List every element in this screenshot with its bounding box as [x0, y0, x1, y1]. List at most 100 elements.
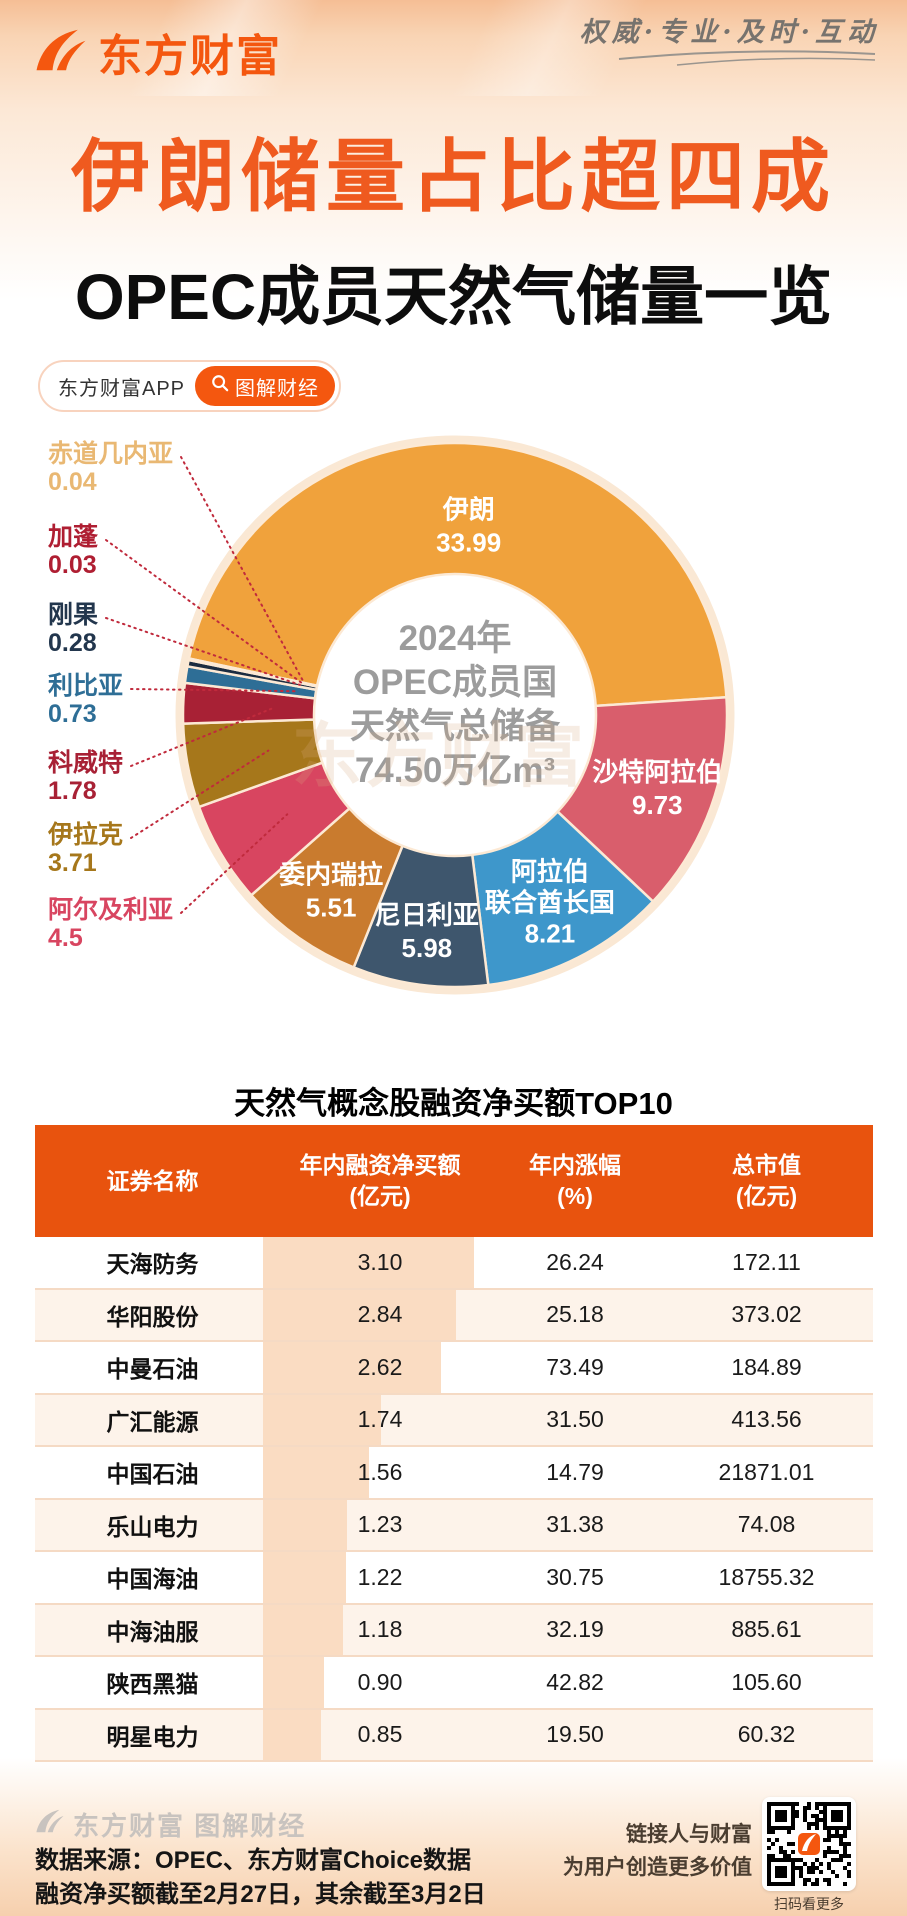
center-line-group: OPEC成员国 — [352, 663, 558, 702]
slice-label: 联合酋长国 — [485, 887, 615, 917]
center-line-metric: 天然气总储备 — [349, 707, 560, 746]
cell-market-cap: 184.89 — [731, 1353, 802, 1380]
slice-label: 5.51 — [306, 893, 357, 923]
table-row: 华阳股份 2.84 25.18 373.02 — [35, 1289, 873, 1342]
outside-label-11: 赤道几内亚 0.04 — [48, 440, 173, 496]
outside-label-6: 伊拉克 3.71 — [48, 821, 123, 877]
country-value: 0.73 — [48, 700, 97, 728]
table-title: 天然气概念股融资净买额TOP10 — [234, 1086, 673, 1121]
cell-net-buy: 3.10 — [357, 1248, 403, 1275]
table-row: 中国石油 1.56 14.79 21871.01 — [35, 1447, 873, 1500]
footer-slogan: 链接人与财富 为用户创造更多价值 — [520, 1818, 752, 1884]
search-icon — [211, 374, 229, 398]
leader-line-5 — [180, 813, 289, 914]
col-header-name: 证券名称 — [106, 1167, 199, 1194]
leader-line-8 — [130, 688, 298, 693]
footer-source-line1: 数据来源：OPEC、东方财富Choice数据 — [35, 1847, 472, 1874]
cell-market-cap: 172.11 — [732, 1248, 801, 1275]
country-value: 0.03 — [48, 551, 97, 579]
net-buy-bar — [263, 1447, 370, 1498]
table-row: 中海油服 1.18 32.19 885.61 — [35, 1604, 873, 1657]
cell-net-buy: 0.90 — [357, 1668, 403, 1695]
footer-brand: 东方财富 图解财经 — [35, 1806, 306, 1843]
brand-logo-text: 东方财富 — [98, 32, 282, 81]
table-row: 中曼石油 2.62 73.49 184.89 — [35, 1342, 873, 1395]
outside-label-7: 科威特 1.78 — [48, 749, 123, 805]
footer-source-line2: 融资净买额截至2月27日，其余截至3月2日 — [35, 1881, 486, 1908]
cell-stock-name: 广汇能源 — [106, 1408, 199, 1435]
center-line-year: 2024年 — [398, 619, 512, 658]
cell-market-cap: 21871.01 — [718, 1458, 815, 1485]
net-buy-bar — [263, 1709, 321, 1760]
country-value: 4.5 — [48, 924, 83, 952]
table-body: 天海防务 3.10 26.24 172.11 华阳股份 2.84 25.18 3… — [35, 1237, 873, 1762]
cell-net-buy: 1.22 — [357, 1563, 403, 1590]
leader-line-7 — [130, 706, 277, 767]
table-row: 明星电力 0.85 19.50 60.32 — [35, 1709, 873, 1762]
country-name: 伊拉克 — [48, 821, 124, 849]
cell-market-cap: 413.56 — [731, 1406, 802, 1433]
tag-badge-label: 图解财经 — [235, 377, 320, 400]
app-badge-label: 东方财富APP — [58, 377, 186, 400]
donut-center-text: 2024年 OPEC成员国 天然气总储备 74.50万亿m³ — [285, 617, 625, 793]
cell-stock-name: 中海油服 — [106, 1618, 199, 1645]
cell-change: 42.82 — [546, 1668, 604, 1695]
country-value: 0.04 — [48, 468, 97, 496]
country-name: 科威特 — [48, 749, 124, 777]
cell-net-buy: 0.85 — [357, 1721, 403, 1748]
pie-slice-4 — [250, 807, 404, 969]
qr-code — [762, 1797, 856, 1891]
col-header-net-buy: 年内融资净买额 (亿元) — [299, 1152, 461, 1209]
cell-change: 25.18 — [546, 1301, 604, 1328]
outside-label-5: 阿尔及利亚 4.5 — [48, 896, 173, 952]
table-row: 广汇能源 1.74 31.50 413.56 — [35, 1394, 873, 1447]
footer-brand-text: 东方财富 图解财经 — [73, 1811, 307, 1841]
app-badge: 东方财富APP 图解财经 — [38, 360, 342, 412]
leader-line-10 — [105, 539, 304, 685]
net-buy-bar — [263, 1499, 347, 1550]
tujie-caijing-button[interactable]: 图解财经 — [195, 366, 336, 406]
cell-stock-name: 中国石油 — [106, 1461, 199, 1488]
net-buy-bar — [263, 1342, 442, 1393]
net-buy-bar — [263, 1552, 346, 1603]
cell-net-buy: 1.23 — [357, 1511, 403, 1538]
net-buy-bar — [263, 1394, 382, 1445]
cell-change: 26.24 — [546, 1248, 604, 1275]
net-buy-bar — [263, 1604, 344, 1655]
cell-stock-name: 天海防务 — [106, 1251, 199, 1278]
col-header-market-cap: 总市值 (亿元) — [732, 1152, 801, 1209]
net-buy-bar — [263, 1237, 474, 1288]
center-line-total: 74.50万亿m³ — [354, 751, 556, 790]
cell-market-cap: 60.32 — [737, 1721, 796, 1748]
col-header-change: 年内涨幅 (%) — [529, 1152, 621, 1209]
leader-line-9 — [105, 617, 301, 686]
cell-market-cap: 74.08 — [737, 1511, 796, 1538]
country-name: 刚果 — [48, 601, 99, 629]
outside-label-9: 刚果 0.28 — [48, 601, 98, 657]
country-value: 0.28 — [48, 629, 97, 657]
slice-label: 9.73 — [632, 790, 683, 820]
pie-slice-2 — [471, 810, 655, 987]
country-name: 赤道几内亚 — [48, 440, 174, 468]
cell-change: 19.50 — [546, 1721, 604, 1748]
cell-market-cap: 105.60 — [731, 1668, 802, 1695]
slice-label: 8.21 — [525, 918, 576, 948]
cell-change: 32.19 — [546, 1616, 604, 1643]
headline-line1: 伊朗储量占比超四成 — [71, 132, 836, 221]
table-row: 中国海油 1.22 30.75 18755.32 — [35, 1552, 873, 1605]
cell-change: 14.79 — [546, 1458, 604, 1485]
slice-label: 伊朗 — [442, 494, 495, 524]
cell-stock-name: 中曼石油 — [106, 1356, 199, 1383]
cell-net-buy: 1.56 — [357, 1458, 403, 1485]
slice-label: 阿拉伯 — [511, 856, 589, 886]
cell-market-cap: 373.02 — [731, 1301, 802, 1328]
cell-change: 31.50 — [546, 1406, 604, 1433]
cell-stock-name: 中国海油 — [106, 1566, 199, 1593]
slice-label: 尼日利亚 — [375, 900, 479, 930]
net-buy-bar — [263, 1657, 325, 1708]
country-value: 1.78 — [48, 777, 97, 805]
country-value: 3.71 — [48, 849, 97, 877]
pie-slice-3 — [352, 844, 490, 989]
outside-label-10: 加蓬 0.03 — [48, 523, 98, 579]
country-name: 利比亚 — [48, 672, 124, 700]
